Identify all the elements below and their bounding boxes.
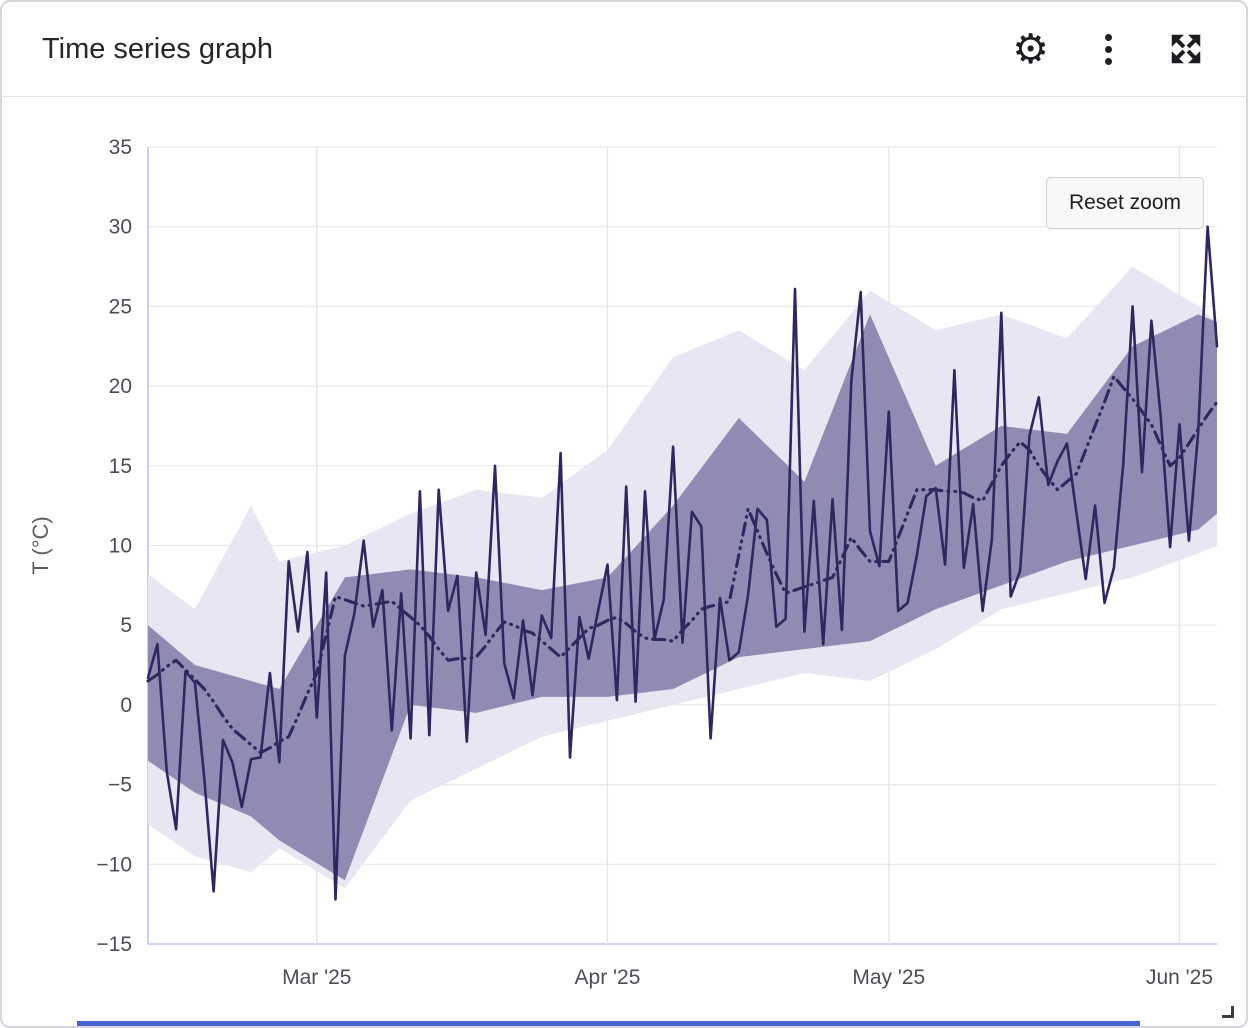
resize-handle[interactable] [1222, 1006, 1234, 1018]
y-tick-label: 25 [109, 295, 132, 318]
x-tick-label: Apr '25 [575, 966, 641, 989]
x-tick-label: Jun '25 [1146, 966, 1213, 989]
reset-zoom-button[interactable]: Reset zoom [1045, 177, 1204, 229]
panel-title: Time series graph [42, 32, 274, 65]
settings-button[interactable]: ⚙ [1010, 27, 1051, 72]
expand-icon [1171, 34, 1201, 64]
y-tick-label: 5 [120, 614, 132, 637]
y-tick-label: −5 [108, 774, 132, 797]
menu-button[interactable] [1097, 30, 1120, 69]
panel-actions: ⚙ [1010, 27, 1206, 72]
chart-area: 35 30 25 20 15 10 5 0 −5 −10 −15 Mar '25 Apr '25 May … [2, 97, 1248, 1028]
smoothed-mean-line [146, 374, 1219, 755]
y-tick-label: −15 [96, 933, 132, 956]
daily-temperature-line [146, 225, 1219, 901]
y-tick-label: 10 [109, 535, 132, 558]
x-tick-label: May '25 [852, 966, 925, 989]
y-tick-label: 15 [109, 455, 132, 478]
inner-range-area [148, 314, 1217, 881]
y-axis-title: T (°C) [28, 516, 53, 575]
y-tick-label: −10 [96, 853, 132, 876]
time-series-chart[interactable]: 35 30 25 20 15 10 5 0 −5 −10 −15 Mar '25 Apr '25 May … [2, 97, 1248, 1028]
selection-bar [77, 1021, 1140, 1026]
y-tick-label: 30 [109, 216, 132, 239]
x-tick-label: Mar '25 [282, 966, 351, 989]
panel-header: Time series graph ⚙ [2, 2, 1246, 97]
y-tick-label: 20 [109, 375, 132, 398]
y-tick-label: 0 [120, 694, 132, 717]
gear-icon: ⚙ [1012, 24, 1049, 73]
expand-button[interactable] [1166, 29, 1206, 69]
y-tick-label: 35 [109, 136, 132, 159]
kebab-icon [1099, 32, 1118, 67]
